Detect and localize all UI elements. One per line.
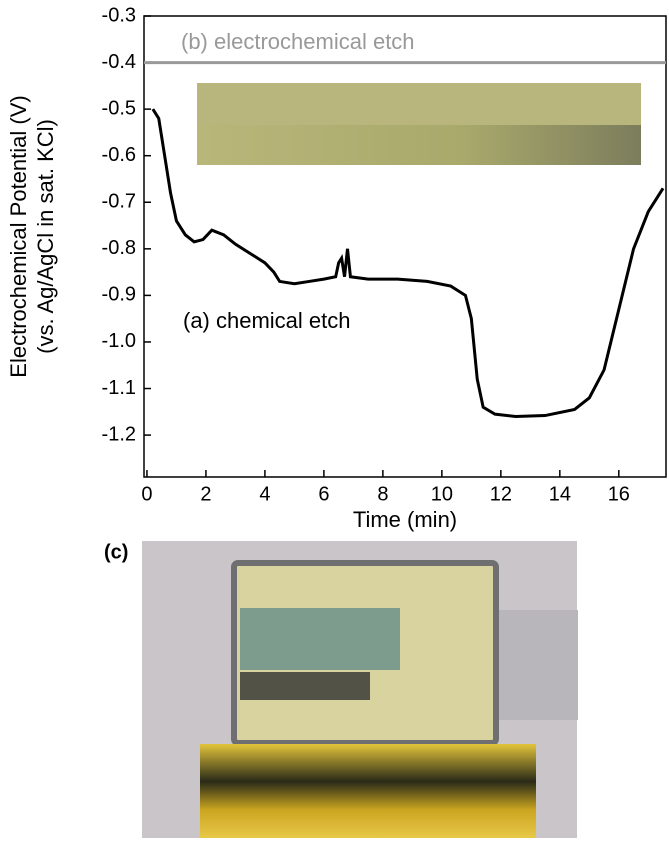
axes-frame (143, 15, 667, 478)
y-axis-label: (vs. Ag/AgCl in sat. KCl) (33, 119, 58, 354)
x-tick-label: 4 (259, 483, 270, 505)
x-tick-label: 12 (490, 483, 512, 505)
x-axis-label: Time (min) (353, 507, 457, 532)
x-tick-label: 16 (608, 483, 630, 505)
y-tick-label: -1.2 (102, 423, 136, 445)
photo-logo-dark (240, 672, 370, 700)
x-tick-label: 2 (200, 483, 211, 505)
x-tick-label: 0 (141, 483, 152, 505)
y-tick-label: -1.0 (102, 330, 136, 352)
x-tick-label: 14 (549, 483, 571, 505)
series-line (151, 108, 665, 418)
photo-tape (200, 744, 536, 838)
y-tick-label: -0.4 (102, 51, 136, 73)
x-tick-label: 10 (431, 483, 453, 505)
x-tick-label: 8 (377, 483, 388, 505)
y-tick-label: -0.8 (102, 237, 136, 259)
photo-logo-blur (240, 608, 400, 670)
x-tick-label: 6 (318, 483, 329, 505)
y-tick-label: -0.3 (102, 4, 136, 26)
y-tick-label: -0.9 (102, 284, 136, 306)
y-tick-label: -1.1 (102, 377, 136, 399)
series-label: (b) electrochemical etch (181, 29, 415, 54)
y-axis-label: Electrochemical Potential (V) (6, 95, 31, 377)
inset-strip-bottom (197, 125, 641, 165)
y-tick-label: -0.6 (102, 144, 136, 166)
series-label: (a) chemical etch (183, 308, 351, 333)
panel-label: (c) (104, 541, 128, 563)
y-tick-label: -0.7 (102, 191, 136, 213)
inset-strip-top (197, 83, 641, 125)
y-tick-label: -0.5 (102, 97, 136, 119)
plot: -0.3 -0.4 -0.5 -0.6 -0.7 -0.8 -0.9 -1.0 -1.1 -1.2… (6, 4, 667, 532)
